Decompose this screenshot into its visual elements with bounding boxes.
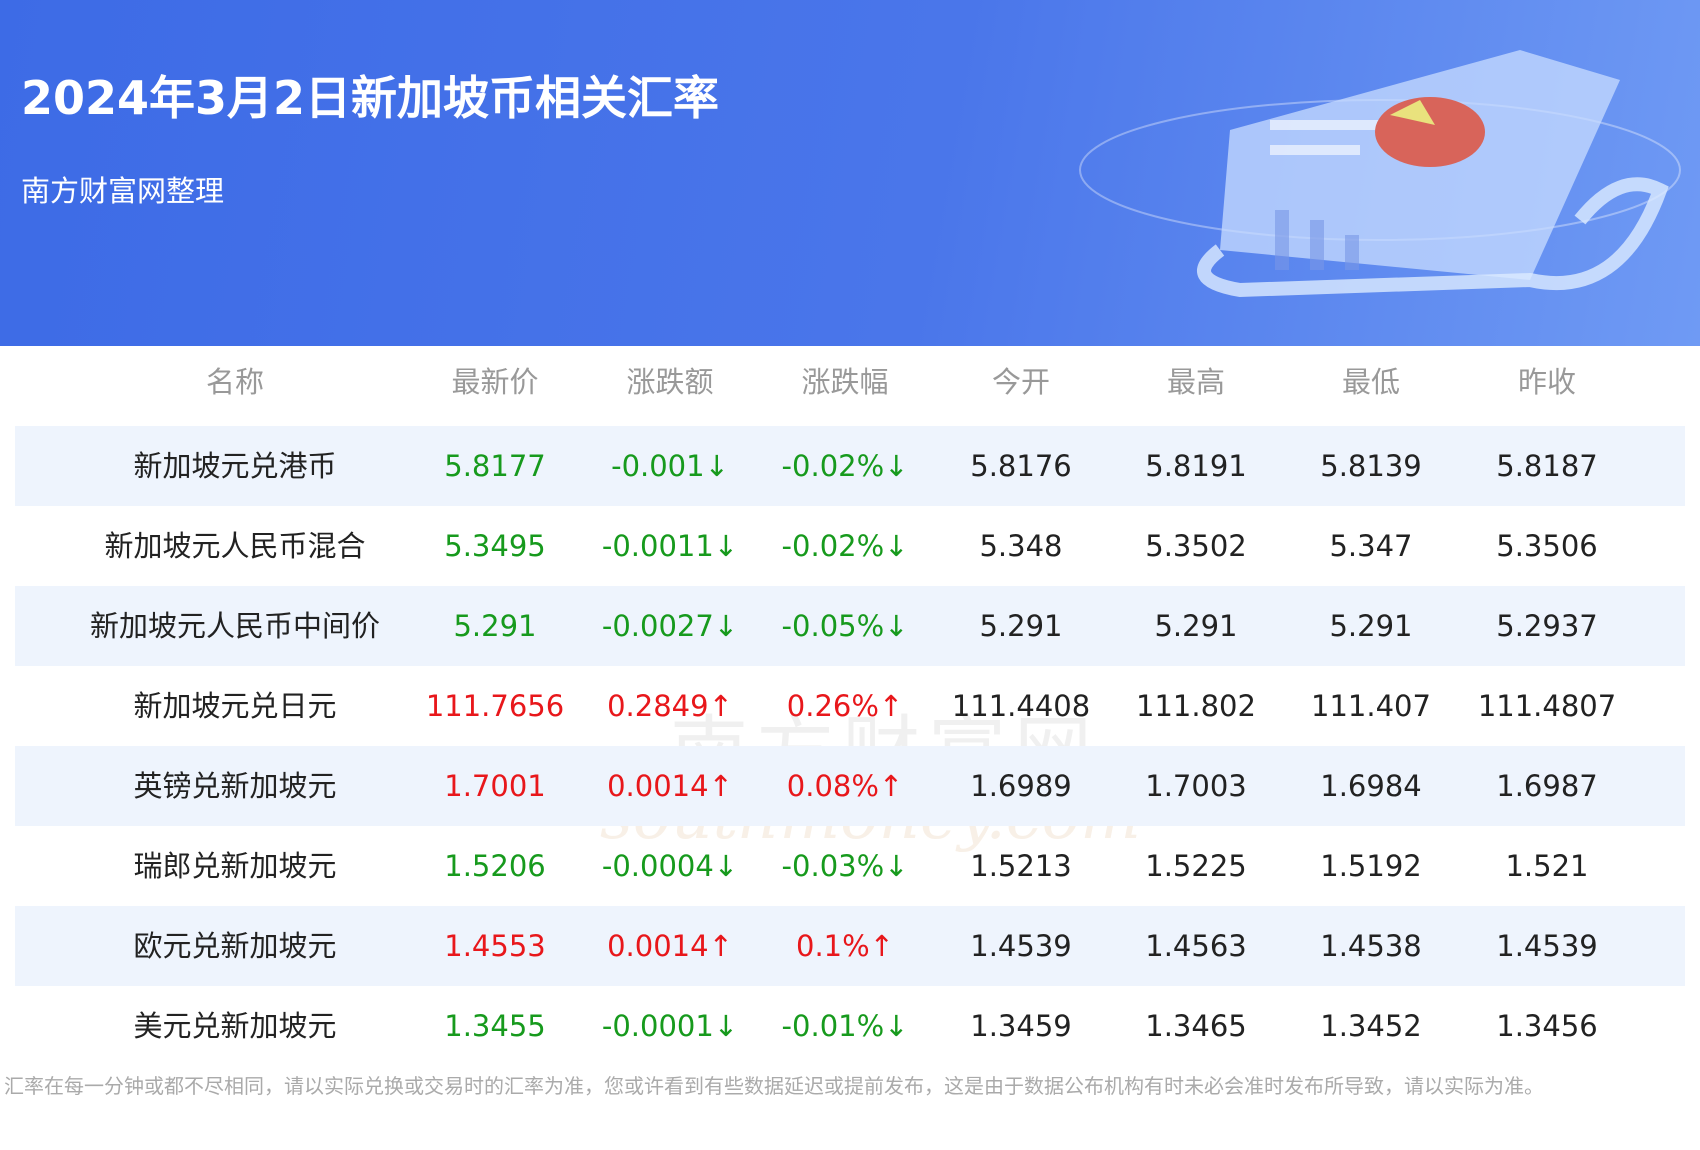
row-name: 新加坡元人民币混合 — [104, 529, 366, 563]
cell: 111.407 — [1311, 689, 1431, 723]
banner: 2024年3月2日新加坡币相关汇率 南方财富网整理 — [0, 0, 1700, 346]
cell: -0.02%↓ — [781, 529, 909, 563]
cell: 5.8191 — [1145, 449, 1247, 483]
cell: 1.5213 — [970, 849, 1072, 883]
cell: 1.6989 — [970, 769, 1072, 803]
cell: 0.2849↑ — [607, 689, 733, 723]
row-name: 新加坡元人民币中间价 — [89, 609, 381, 643]
header-row: 名称 最新价 涨跌额 涨跌幅 今开 最高 最低 昨收 — [15, 350, 1685, 414]
cell: -0.01%↓ — [781, 1009, 909, 1043]
cell: -0.0004↓ — [601, 849, 739, 883]
table-row: 英镑兑新加坡元 1.7001 0.0014↑ 0.08%↑ 1.6989 1.7003 1.… — [15, 746, 1685, 826]
cell: 1.4539 — [1496, 929, 1598, 963]
cell: 1.4553 — [444, 929, 546, 963]
table-row: 欧元兑新加坡元 1.4553 0.0014↑ 0.1%↑ 1.4539 1.4563 1.4… — [15, 906, 1685, 986]
title: 2024年3月2日新加坡币相关汇率 — [21, 71, 720, 125]
row-name: 英镑兑新加坡元 — [133, 769, 337, 803]
column-header: 名称 — [205, 365, 265, 399]
cell: 5.2937 — [1496, 609, 1598, 643]
table-row: 瑞郎兑新加坡元 1.5206 -0.0004↓ -0.03%↓ 1.5213 1.5225… — [15, 826, 1685, 906]
cell: 1.3452 — [1320, 1009, 1422, 1043]
cell: -0.0027↓ — [601, 609, 739, 643]
cell: 5.347 — [1329, 529, 1413, 563]
cell: 1.4563 — [1145, 929, 1247, 963]
cell: -0.001↓ — [611, 449, 729, 483]
cell: -0.0011↓ — [601, 529, 739, 563]
column-header: 最新价 — [451, 365, 539, 399]
column-header: 今开 — [991, 365, 1051, 399]
row-name: 美元兑新加坡元 — [133, 1009, 337, 1043]
cell: 1.7001 — [444, 769, 546, 803]
column-header: 最高 — [1166, 365, 1226, 399]
cell: 5.3502 — [1145, 529, 1247, 563]
cell: 111.4408 — [951, 689, 1091, 723]
table-row: 新加坡元兑港币 5.8177 -0.001↓ -0.02%↓ 5.8176 5.8191 5… — [15, 426, 1685, 506]
rate-table: 名称 最新价 涨跌额 涨跌幅 今开 最高 最低 昨收新加坡元兑港币 5.8177 -0.001↓ -… — [15, 350, 1685, 1066]
cell: 0.0014↑ — [607, 769, 733, 803]
cell: 1.5192 — [1320, 849, 1422, 883]
illustration — [1079, 50, 1681, 298]
cell: 1.3456 — [1496, 1009, 1598, 1043]
cell: 1.5225 — [1145, 849, 1247, 883]
cell: 0.08%↑ — [786, 769, 904, 803]
cell: 5.291 — [1154, 609, 1238, 643]
cell: 1.7003 — [1145, 769, 1247, 803]
cell: 1.4539 — [970, 929, 1072, 963]
row-name: 瑞郎兑新加坡元 — [133, 849, 337, 883]
cell: 1.3465 — [1145, 1009, 1247, 1043]
cell: 0.26%↑ — [786, 689, 904, 723]
table-row: 新加坡元人民币中间价 5.291 -0.0027↓ -0.05%↓ 5.291 5.291… — [15, 586, 1685, 666]
column-header: 涨跌幅 — [801, 365, 889, 399]
cell: 1.521 — [1505, 849, 1589, 883]
cell: 1.5206 — [444, 849, 546, 883]
table-row: 新加坡元兑日元 111.7656 0.2849↑ 0.26%↑ 111.4408 111.… — [15, 666, 1685, 746]
footer-note: 汇率在每一分钟或都不尽相同，请以实际兑换或交易时的汇率为准，您或许看到有些数据延… — [4, 1074, 1544, 1098]
cell: 111.802 — [1136, 689, 1256, 723]
cell: 0.1%↑ — [796, 929, 894, 963]
column-header: 涨跌额 — [626, 365, 714, 399]
cell: 1.6984 — [1320, 769, 1422, 803]
cell: -0.02%↓ — [781, 449, 909, 483]
row-name: 欧元兑新加坡元 — [133, 929, 337, 963]
cell: 111.4807 — [1477, 689, 1617, 723]
column-header: 昨收 — [1517, 365, 1577, 399]
cell: 1.4538 — [1320, 929, 1422, 963]
cell: 1.3459 — [970, 1009, 1072, 1043]
cell: 5.3506 — [1496, 529, 1598, 563]
cell: 1.3455 — [444, 1009, 546, 1043]
cell: -0.05%↓ — [781, 609, 909, 643]
cell: 5.8176 — [970, 449, 1072, 483]
cell: -0.0001↓ — [601, 1009, 739, 1043]
cell: 1.6987 — [1496, 769, 1598, 803]
subtitle: 南方财富网整理 — [21, 174, 225, 208]
column-header: 最低 — [1341, 365, 1401, 399]
cell: -0.03%↓ — [781, 849, 909, 883]
cell: 5.3495 — [444, 529, 546, 563]
table-row: 新加坡元人民币混合 5.3495 -0.0011↓ -0.02%↓ 5.348 5.350… — [15, 506, 1685, 586]
cell: 0.0014↑ — [607, 929, 733, 963]
cell: 5.291 — [453, 609, 537, 643]
row-name: 新加坡元兑港币 — [133, 449, 337, 483]
cell: 5.291 — [979, 609, 1063, 643]
row-name: 新加坡元兑日元 — [133, 689, 337, 723]
cell: 5.291 — [1329, 609, 1413, 643]
table-row: 美元兑新加坡元 1.3455 -0.0001↓ -0.01%↓ 1.3459 1.3465… — [15, 986, 1685, 1066]
cell: 5.8177 — [444, 449, 546, 483]
cell: 5.8187 — [1496, 449, 1598, 483]
cell: 111.7656 — [425, 689, 565, 723]
cell: 5.348 — [979, 529, 1063, 563]
cell: 5.8139 — [1320, 449, 1422, 483]
